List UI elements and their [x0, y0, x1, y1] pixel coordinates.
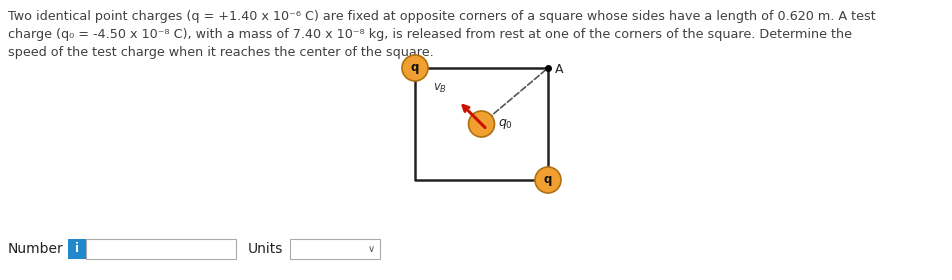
Text: Units: Units — [248, 242, 284, 256]
Text: Two identical point charges (q = +1.40 x 10⁻⁶ C) are fixed at opposite corners o: Two identical point charges (q = +1.40 x… — [8, 10, 876, 23]
Text: q: q — [411, 62, 419, 74]
Text: $v_B$: $v_B$ — [432, 82, 446, 95]
Circle shape — [402, 55, 428, 81]
Circle shape — [535, 167, 561, 193]
FancyBboxPatch shape — [86, 239, 236, 259]
FancyBboxPatch shape — [68, 239, 86, 259]
Text: $q_0$: $q_0$ — [499, 117, 513, 131]
Text: speed of the test charge when it reaches the center of the square.: speed of the test charge when it reaches… — [8, 46, 434, 59]
Circle shape — [468, 111, 494, 137]
Text: i: i — [75, 242, 79, 255]
Text: ∨: ∨ — [367, 244, 375, 254]
Text: A: A — [555, 63, 564, 76]
Text: Number: Number — [8, 242, 64, 256]
Text: charge (q₀ = -4.50 x 10⁻⁸ C), with a mass of 7.40 x 10⁻⁸ kg, is released from re: charge (q₀ = -4.50 x 10⁻⁸ C), with a mas… — [8, 28, 852, 41]
Text: q: q — [544, 174, 552, 186]
FancyBboxPatch shape — [290, 239, 380, 259]
